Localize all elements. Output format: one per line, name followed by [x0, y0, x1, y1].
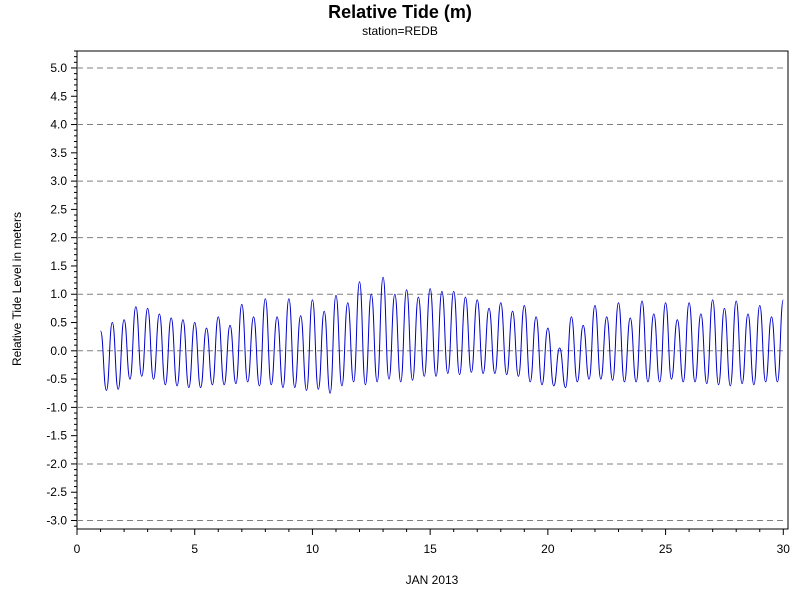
y-tick-label: -2.5: [46, 485, 67, 499]
series-line-0: [100, 276, 784, 394]
y-tick-label: -2.0: [46, 457, 67, 471]
chart-subtitle: station=REDB: [362, 24, 438, 38]
y-tick-label: -1.5: [46, 429, 67, 443]
chart-title: Relative Tide (m): [328, 2, 472, 22]
y-tick-label: 2.5: [50, 202, 67, 216]
y-tick-label: 3.0: [50, 174, 67, 188]
y-tick-label: 0.0: [50, 344, 67, 358]
y-tick-label: -3.0: [46, 514, 67, 528]
y-tick-label: -1.0: [46, 400, 67, 414]
y-axis-label: Relative Tide Level in meters: [10, 212, 24, 366]
x-tick-label: 10: [306, 542, 320, 556]
x-tick-label: 30: [777, 542, 791, 556]
y-axis: -3.0 -2.5 -2.0 -1.5 -1.0 -0.5 0.0 0.5 1.0 1.5 2.0 2…: [46, 50, 77, 528]
x-tick-label: 0: [74, 542, 81, 556]
x-axis-label: JAN 2013: [406, 573, 459, 587]
x-tick-label: 15: [423, 542, 437, 556]
series-group: [100, 276, 784, 394]
y-tick-label: 3.5: [50, 146, 67, 160]
y-tick-label: 5.0: [50, 61, 67, 75]
x-tick-label: 20: [541, 542, 555, 556]
x-tick-label: 5: [191, 542, 198, 556]
y-tick-label: 0.5: [50, 316, 67, 330]
x-tick-label: 25: [659, 542, 673, 556]
plot-frame: [76, 50, 789, 530]
y-tick-label: 1.5: [50, 259, 67, 273]
y-tick-label: 1.0: [50, 287, 67, 301]
y-tick-label: -0.5: [46, 372, 67, 386]
gridlines: [77, 67, 788, 522]
y-tick-label: 4.5: [50, 89, 67, 103]
y-tick-label: 2.0: [50, 231, 67, 245]
x-axis: 0 5 10 15 20 25 30: [74, 529, 791, 556]
y-tick-label: 4.0: [50, 118, 67, 132]
